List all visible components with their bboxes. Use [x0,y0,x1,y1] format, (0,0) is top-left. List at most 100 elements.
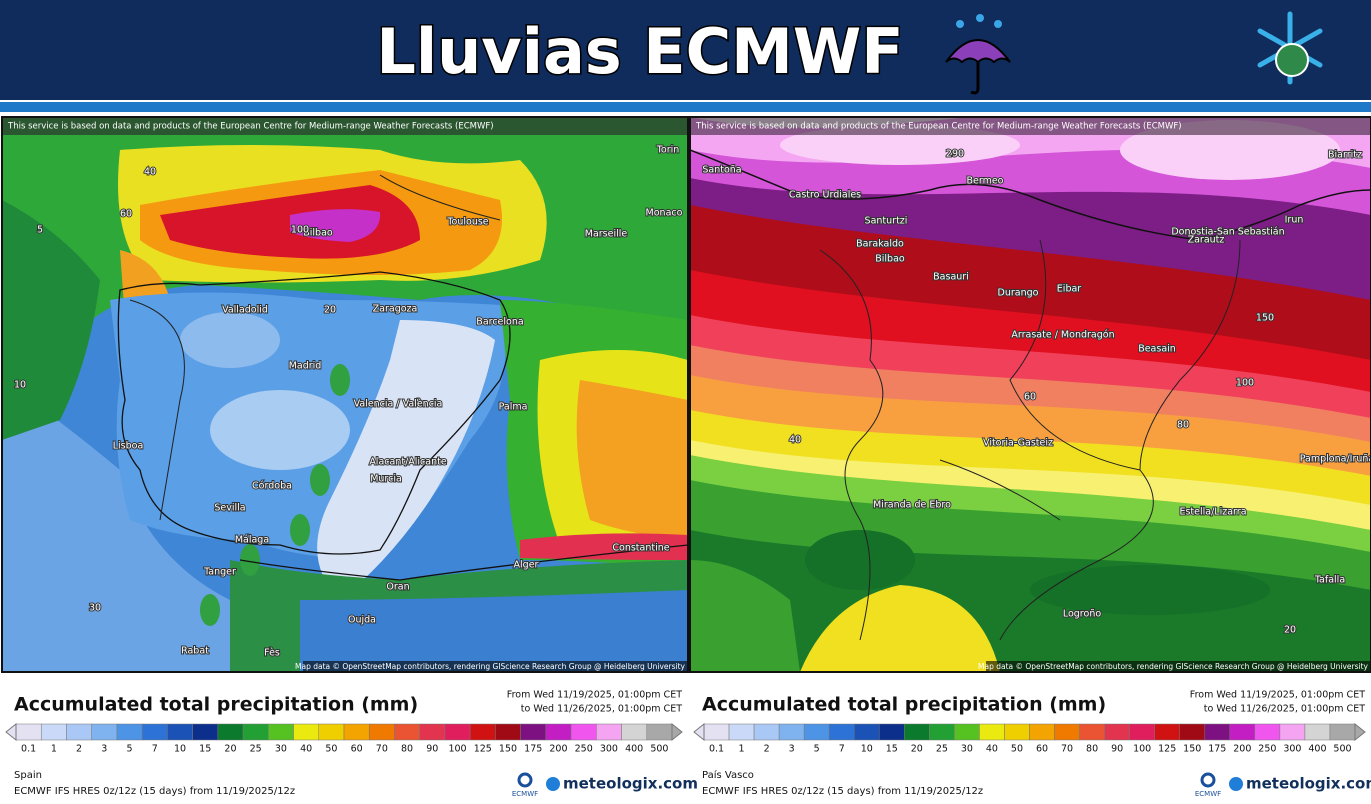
scale-label: 175 [1208,744,1226,755]
place-label: Logroño [1063,609,1101,620]
scale-label: 50 [1011,744,1023,755]
brand-icon [546,777,560,791]
scale-swatch [596,723,622,741]
scale-swatch [520,723,547,741]
scale-label: 80 [1086,744,1098,755]
scale-label: 0.1 [709,744,724,755]
scale-label: 15 [886,744,898,755]
scale-label: 100 [448,744,466,755]
dark-patch [1030,565,1270,615]
scale-arrow [1354,722,1366,742]
scale-arrow [5,722,17,742]
place-label: Alacant/Alicante [369,457,447,468]
attribution-bar [986,661,1371,672]
place-label: Santoña [702,165,741,176]
place-label: Estella/Lizarra [1179,507,1246,518]
scale-swatch [853,723,880,741]
place-label: Fès [264,648,280,659]
scale-swatch [293,723,320,741]
place-label: Málaga [235,535,269,546]
place-label: Miranda de Ebro [873,500,951,511]
scale-swatch [879,723,905,741]
scale-label: 20 [224,744,236,755]
place-label: Oujda [348,615,376,626]
page-title: Lluvias ECMWF [376,15,903,88]
scale-label: 2 [76,744,82,755]
region: Spain [14,770,42,781]
place-label: Zaragoza [373,304,418,315]
scale-swatch [570,723,597,741]
scale-label: 5 [127,744,133,755]
place-label: Constantine [612,543,669,554]
scale-swatch [15,723,42,741]
scale-label: 40 [300,744,312,755]
scale-label: 500 [650,744,668,755]
place-label: Durango [998,288,1039,299]
coastline [117,271,511,555]
scale-swatch [1229,723,1256,741]
scale-label: 5 [814,744,820,755]
place-label: 40 [789,435,801,446]
place-label: Beasain [1138,344,1176,355]
notice-bar [690,117,1371,135]
source-logo: ECMWF [1195,790,1221,798]
place-label: 30 [89,603,101,614]
place-label: Bilbao [303,228,333,239]
scale-swatch [1179,723,1206,741]
ecmwf-icon [1200,772,1216,788]
scale-label: 1 [51,744,57,755]
place-label: Valencia / València [354,399,443,410]
place-label: 290 [946,149,964,160]
place-label: 20 [324,305,336,316]
scale-label: 10 [174,744,186,755]
scale-swatch [979,723,1005,741]
notice: This service is based on data and produc… [7,122,494,132]
scale-label: 10 [861,744,873,755]
place-label: 150 [1256,313,1274,324]
scale-label: 200 [549,744,567,755]
scale-swatch [621,723,648,741]
scale-swatch [728,723,755,741]
green-patch [240,544,260,576]
scale-label: 90 [426,744,438,755]
scale-swatch [495,723,521,741]
place-label: Arrasate / Mondragón [1011,330,1114,341]
scale-swatch [1254,723,1281,741]
place-label: 100 [291,225,309,236]
scale-label: 20 [911,744,923,755]
scale-label: 400 [625,744,643,755]
header-bar [0,0,1371,100]
place-label: Basauri [933,272,969,283]
place-label: 100 [1236,378,1254,389]
place-label: 10 [14,380,26,391]
scale-label: 250 [1258,744,1276,755]
scale-label: 175 [524,744,542,755]
place-label: Barcelona [476,317,523,328]
scale-swatch [1129,723,1155,741]
green-patch [290,514,310,546]
scale-label: 60 [1036,744,1048,755]
place-label: Lisboa [113,441,144,452]
scale-label: 70 [1061,744,1073,755]
scale-swatch [242,723,269,741]
map-layer: Bilbao Toulouse Marseille Monaco Torin Vallad… [2,117,688,672]
notice-bar [2,117,688,135]
place-label: Tafalla [1314,575,1345,586]
scale-swatch [545,723,572,741]
scale-swatch [40,723,67,741]
africa-blue [300,590,688,672]
legend-title: Accumulated total precipitation (mm) [14,694,418,716]
scale-label: 150 [1183,744,1201,755]
scale-label: 400 [1308,744,1326,755]
scale-swatch [268,723,294,741]
scale-label: 1 [739,744,745,755]
scale-swatch [1279,723,1306,741]
scale-label: 500 [1333,744,1351,755]
place-label: 40 [144,167,156,178]
bottom-yellow [800,585,1000,672]
scale-label: 7 [152,744,158,755]
scale-label: 2 [764,744,770,755]
scale-swatch [1104,723,1130,741]
green-patch [200,594,220,626]
